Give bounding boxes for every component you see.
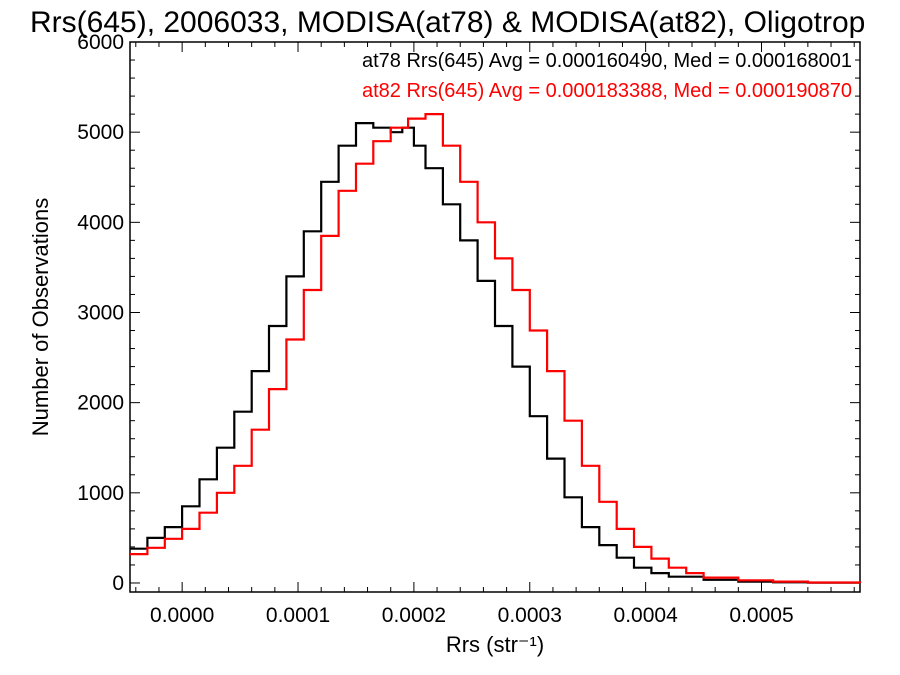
y-axis-label: Number of Observations (28, 198, 53, 436)
y-tick-label: 1000 (77, 482, 124, 505)
annotation-at78: at78 Rrs(645) Avg = 0.000160490, Med = 0… (362, 50, 852, 72)
y-tick-labels: 0 1000 2000 3000 4000 5000 6000 (77, 31, 124, 595)
x-tick-label: 0.0005 (729, 604, 793, 627)
y-tick-label: 4000 (77, 211, 124, 234)
series-at82-line (130, 113, 862, 584)
y-tick-label: 0 (112, 572, 124, 595)
series-lines (130, 113, 862, 584)
y-tick-label: 2000 (77, 392, 124, 415)
y-tick-label: 3000 (77, 301, 124, 324)
x-tick-label: 0.0003 (498, 604, 562, 627)
x-tick-label: 0.0000 (150, 604, 214, 627)
x-tick-label: 0.0004 (614, 604, 679, 627)
y-tick-label: 5000 (77, 121, 124, 144)
y-tick-label: 6000 (77, 31, 124, 54)
plot-frame (129, 41, 861, 593)
x-tick-label: 0.0002 (382, 604, 446, 627)
chart-title: Rrs(645), 2006033, MODISA(at78) & MODISA… (30, 6, 865, 39)
series-at78-line (130, 122, 862, 584)
axis-ticks (130, 41, 860, 592)
annotation-at82: at82 Rrs(645) Avg = 0.000183388, Med = 0… (362, 80, 852, 102)
x-tick-label: 0.0001 (266, 604, 330, 627)
x-tick-labels: 0.0000 0.0001 0.0002 0.0003 0.0004 0.0005 (150, 604, 794, 627)
x-axis-label: Rrs (str⁻¹) (446, 632, 544, 657)
